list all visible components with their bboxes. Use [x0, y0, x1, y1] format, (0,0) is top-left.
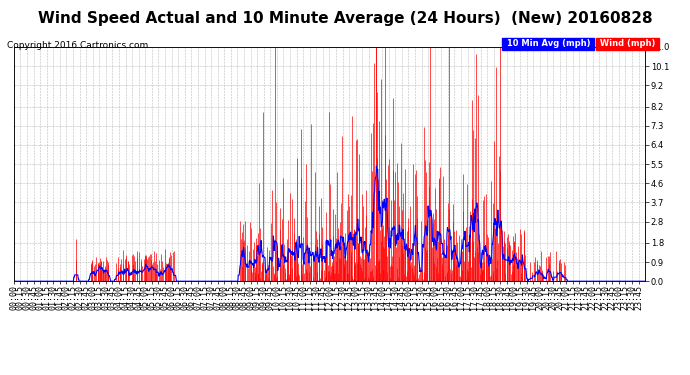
Text: Wind (mph): Wind (mph) [597, 39, 658, 48]
Text: 10 Min Avg (mph): 10 Min Avg (mph) [504, 39, 593, 48]
Text: Wind Speed Actual and 10 Minute Average (24 Hours)  (New) 20160828: Wind Speed Actual and 10 Minute Average … [38, 11, 652, 26]
Text: Copyright 2016 Cartronics.com: Copyright 2016 Cartronics.com [7, 41, 148, 50]
